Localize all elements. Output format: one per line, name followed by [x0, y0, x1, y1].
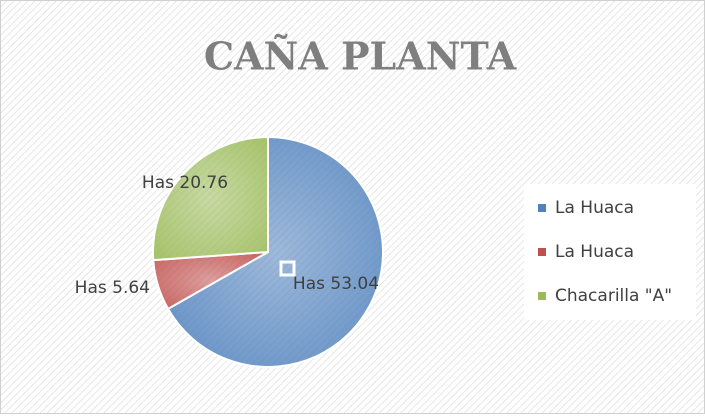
pie — [153, 137, 383, 367]
legend-label: La Huaca — [555, 242, 634, 262]
legend-label: La Huaca — [555, 198, 634, 218]
legend-swatch — [538, 292, 546, 300]
legend-swatch — [538, 204, 546, 212]
legend-label: Chacarilla "A" — [555, 286, 672, 306]
data-label: Has 53.04 — [293, 274, 379, 294]
chart: CAÑA PLANTA Has 53.04 Has 5.64 Has 20.76 La… — [0, 0, 705, 414]
data-label: Has 20.76 — [142, 173, 228, 193]
legend-swatch — [538, 248, 546, 256]
chart-title: CAÑA PLANTA — [204, 34, 517, 79]
data-label: Has 5.64 — [75, 278, 150, 298]
